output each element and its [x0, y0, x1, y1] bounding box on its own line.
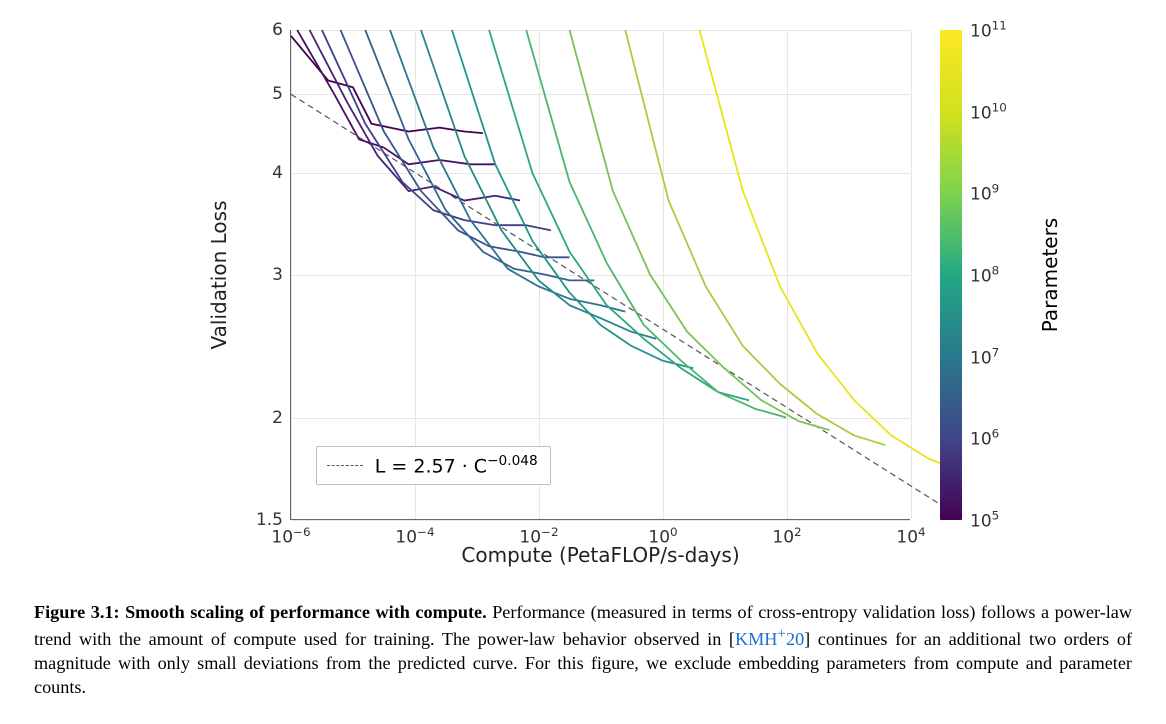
colorbar-tick-label: 1010: [970, 100, 1007, 123]
legend-text: L = 2.57 · C−0.048: [375, 453, 538, 477]
x-tick-label: 104: [896, 525, 925, 548]
chart-area: L = 2.57 · C−0.048 Validation Loss Compu…: [200, 20, 1080, 580]
y-tick-label: 1.5: [256, 510, 283, 530]
colorbar: 10510610710810910101011: [940, 30, 962, 520]
x-tick-label: 102: [772, 525, 801, 548]
colorbar-tick-label: 108: [970, 264, 999, 287]
x-tick-label: 10−4: [395, 525, 434, 548]
citation-link[interactable]: KMH+20: [735, 629, 804, 649]
x-tick-label: 100: [648, 525, 677, 548]
figure-page: L = 2.57 · C−0.048 Validation Loss Compu…: [0, 0, 1166, 724]
colorbar-tick-label: 107: [970, 345, 999, 368]
x-axis-label: Compute (PetaFLOP/s-days): [461, 543, 739, 567]
legend: L = 2.57 · C−0.048: [316, 446, 551, 484]
colorbar-tick-label: 109: [970, 182, 999, 205]
caption-title: Smooth scaling of performance with compu…: [125, 602, 487, 622]
y-tick-label: 5: [272, 84, 283, 104]
y-tick-label: 6: [272, 20, 283, 40]
legend-dash: [327, 465, 363, 466]
y-tick-label: 2: [272, 408, 283, 428]
x-tick-label: 10−2: [519, 525, 558, 548]
y-axis-label: Validation Loss: [207, 200, 231, 349]
y-tick-label: 3: [272, 265, 283, 285]
colorbar-tick-label: 106: [970, 427, 999, 450]
figure-caption: Figure 3.1: Smooth scaling of performanc…: [34, 600, 1132, 699]
plot-frame: L = 2.57 · C−0.048 Validation Loss Compu…: [290, 30, 910, 520]
colorbar-tick-label: 105: [970, 509, 999, 532]
caption-label: Figure 3.1:: [34, 602, 120, 622]
y-tick-label: 4: [272, 163, 283, 183]
colorbar-label: Parameters: [1038, 218, 1062, 332]
colorbar-tick-label: 1011: [970, 19, 1007, 42]
